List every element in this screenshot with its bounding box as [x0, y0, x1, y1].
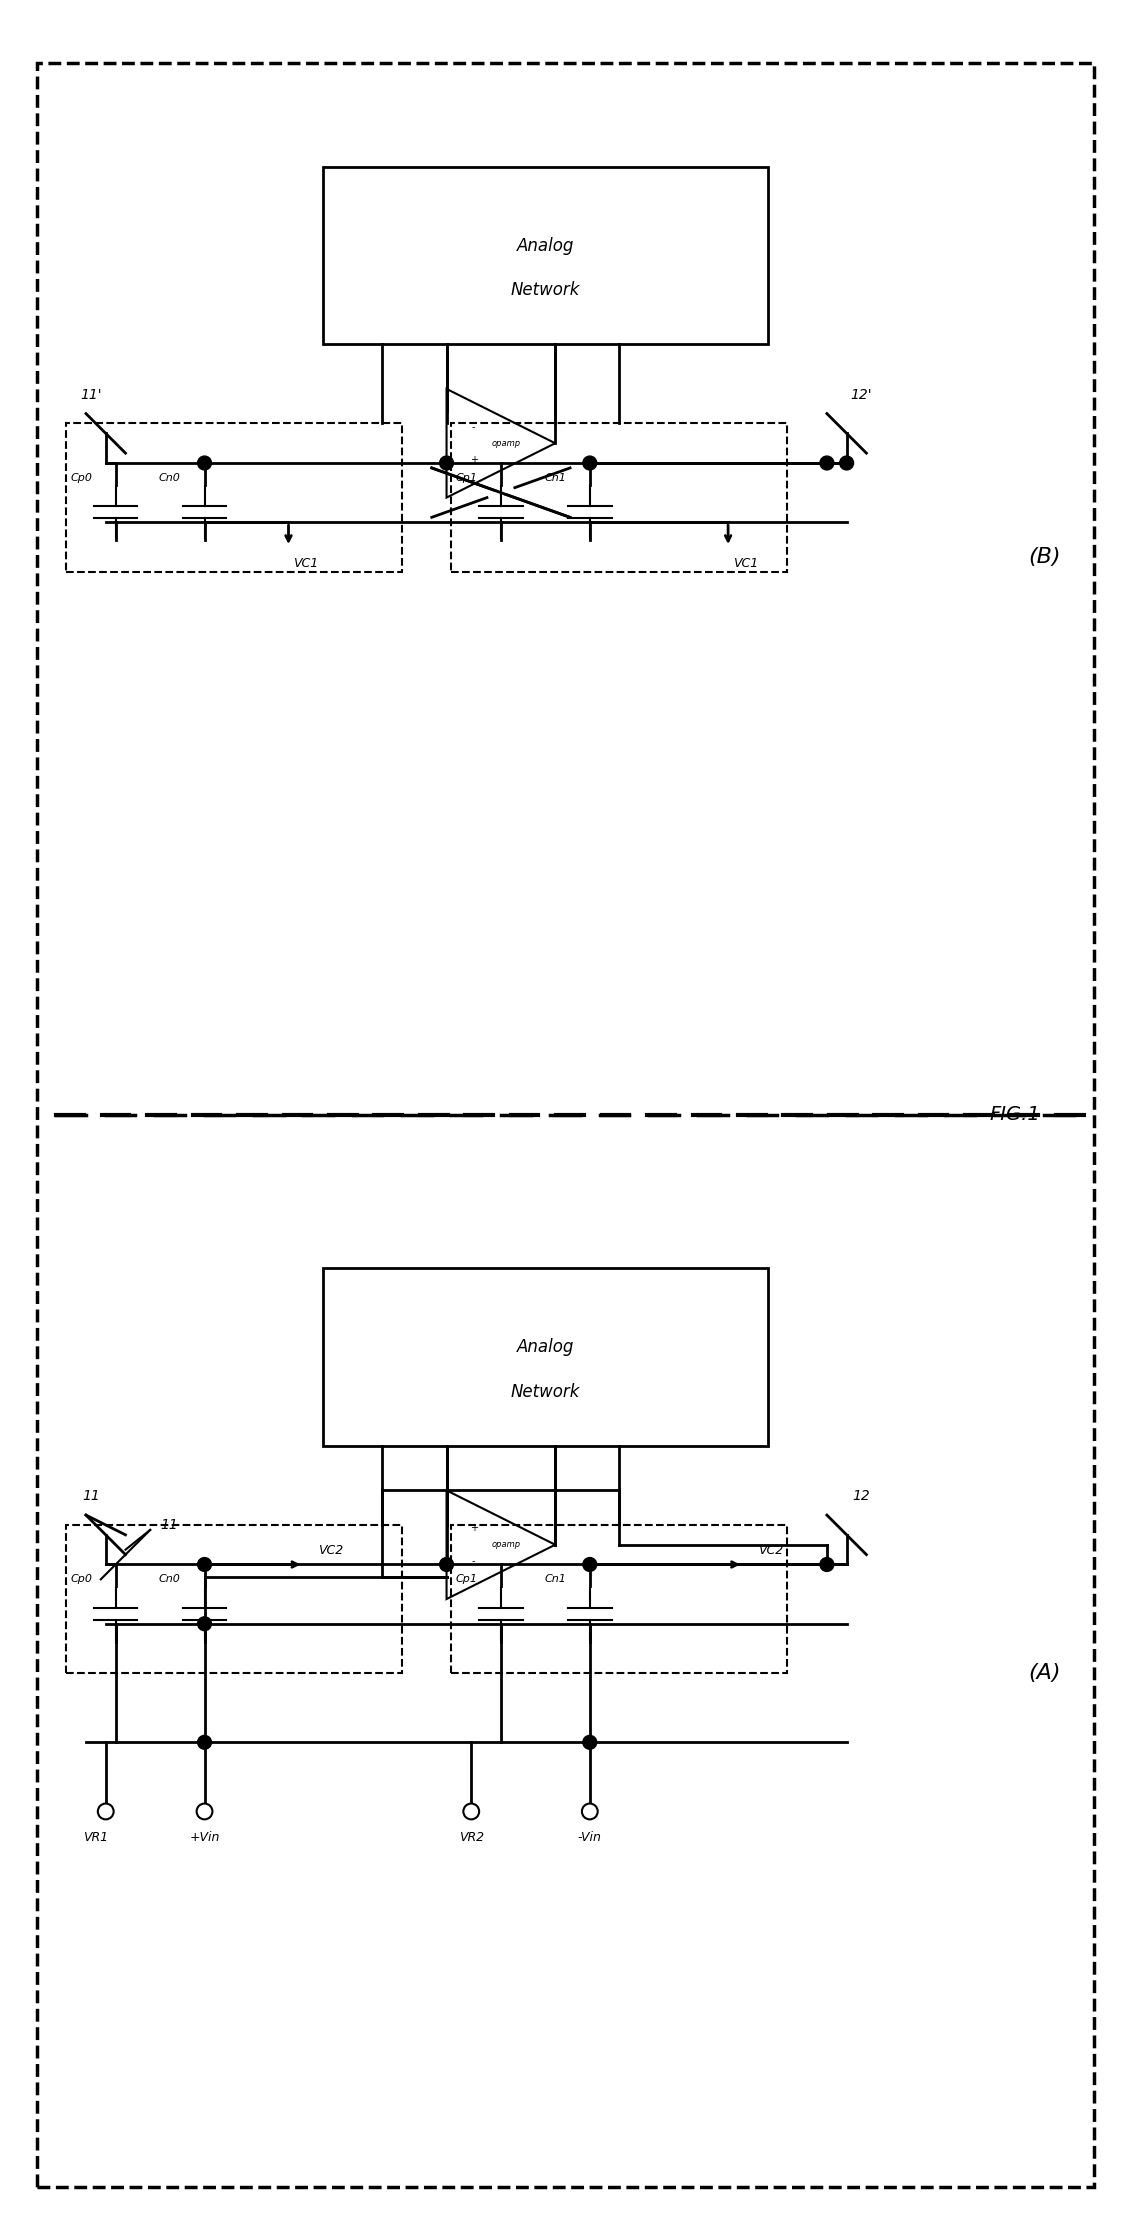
Text: Analog: Analog	[517, 1338, 574, 1356]
Text: Cp1: Cp1	[455, 473, 477, 482]
Text: 11': 11'	[80, 388, 102, 401]
Text: VR1: VR1	[84, 1831, 109, 1844]
Text: 11: 11	[160, 1519, 178, 1532]
Text: -Vin: -Vin	[578, 1831, 602, 1844]
Text: Network: Network	[511, 1383, 580, 1400]
Bar	[452, 424, 787, 571]
Text: Cp1: Cp1	[455, 1574, 477, 1583]
Text: Cn0: Cn0	[159, 473, 181, 482]
Bar	[452, 1525, 787, 1672]
Text: VR2: VR2	[458, 1831, 484, 1844]
Circle shape	[97, 1804, 113, 1820]
Bar	[323, 167, 768, 343]
Text: (A): (A)	[1028, 1664, 1060, 1684]
Text: Analog: Analog	[517, 236, 574, 254]
Text: Cp0: Cp0	[70, 473, 92, 482]
Circle shape	[821, 457, 834, 471]
Text: +: +	[470, 1523, 478, 1534]
Text: VC2: VC2	[758, 1543, 783, 1557]
Text: 12: 12	[853, 1490, 870, 1503]
Circle shape	[197, 1804, 212, 1820]
Circle shape	[463, 1804, 479, 1820]
Text: 11: 11	[83, 1490, 100, 1503]
Circle shape	[440, 457, 454, 471]
Circle shape	[583, 457, 597, 471]
Circle shape	[582, 1804, 598, 1820]
Text: VC2: VC2	[319, 1543, 344, 1557]
Bar	[66, 1525, 402, 1672]
Circle shape	[197, 457, 211, 471]
Circle shape	[197, 1735, 211, 1748]
Circle shape	[197, 1557, 211, 1572]
Circle shape	[840, 457, 854, 471]
Text: Cn1: Cn1	[544, 473, 566, 482]
Circle shape	[440, 1557, 454, 1572]
Text: -: -	[472, 1557, 476, 1565]
Circle shape	[583, 1735, 597, 1748]
Text: opamp: opamp	[492, 1541, 521, 1550]
Text: opamp: opamp	[492, 439, 521, 448]
Circle shape	[821, 1557, 834, 1572]
Text: +: +	[470, 455, 478, 464]
Text: Cp0: Cp0	[70, 1574, 92, 1583]
Text: (B): (B)	[1028, 546, 1060, 566]
Circle shape	[197, 1617, 211, 1630]
Text: VC1: VC1	[733, 558, 759, 571]
Text: 12': 12'	[850, 388, 872, 401]
Text: VC1: VC1	[293, 558, 319, 571]
Text: Cn1: Cn1	[544, 1574, 566, 1583]
Text: FIG.1: FIG.1	[989, 1106, 1039, 1124]
Text: -: -	[472, 421, 476, 433]
Text: Network: Network	[511, 281, 580, 299]
Bar	[323, 1269, 768, 1445]
Circle shape	[583, 1557, 597, 1572]
Text: Cn0: Cn0	[159, 1574, 181, 1583]
Bar	[66, 424, 402, 571]
Text: +Vin: +Vin	[189, 1831, 220, 1844]
